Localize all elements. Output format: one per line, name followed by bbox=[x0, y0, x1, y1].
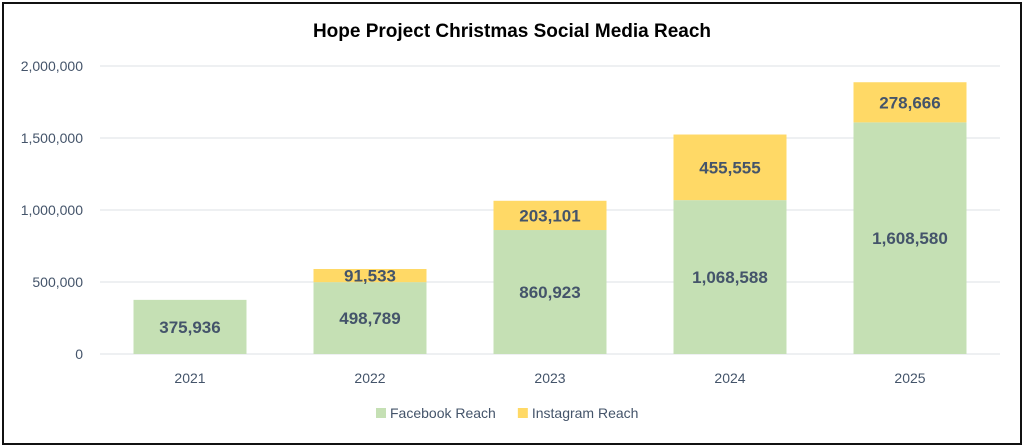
y-tick-label: 2,000,000 bbox=[21, 58, 83, 74]
y-tick-label: 1,000,000 bbox=[21, 202, 83, 218]
bar-facebook bbox=[493, 230, 607, 354]
data-label: 1,608,580 bbox=[872, 229, 948, 248]
x-tick-label: 2023 bbox=[534, 370, 565, 386]
y-tick-label: 500,000 bbox=[32, 274, 83, 290]
x-tick-label: 2025 bbox=[894, 370, 925, 386]
bar-instagram bbox=[313, 268, 427, 283]
data-label: 860,923 bbox=[519, 283, 580, 302]
x-tick-label: 2022 bbox=[354, 370, 385, 386]
bar-instagram bbox=[493, 200, 607, 231]
data-label: 375,936 bbox=[159, 318, 220, 337]
bar-facebook bbox=[313, 282, 427, 354]
bar-facebook bbox=[133, 299, 247, 354]
legend-label: Instagram Reach bbox=[532, 405, 639, 421]
data-label: 455,555 bbox=[699, 158, 760, 177]
bar-facebook bbox=[673, 200, 787, 354]
legend-swatch bbox=[376, 408, 386, 418]
x-tick-label: 2024 bbox=[714, 370, 745, 386]
chart-title: Hope Project Christmas Social Media Reac… bbox=[313, 21, 711, 42]
data-label: 203,101 bbox=[519, 206, 580, 225]
data-label: 1,068,588 bbox=[692, 268, 768, 287]
legend-swatch bbox=[517, 408, 528, 418]
bar-instagram bbox=[673, 134, 787, 201]
data-label: 91,533 bbox=[344, 267, 396, 286]
data-label: 278,666 bbox=[879, 93, 940, 112]
data-label: 498,789 bbox=[339, 309, 400, 328]
bar-facebook bbox=[853, 122, 967, 355]
y-tick-label: 0 bbox=[75, 346, 83, 362]
legend-label: Facebook Reach bbox=[390, 405, 496, 421]
bar-instagram bbox=[853, 82, 967, 123]
x-tick-label: 2021 bbox=[174, 370, 205, 386]
y-tick-label: 1,500,000 bbox=[21, 130, 83, 146]
